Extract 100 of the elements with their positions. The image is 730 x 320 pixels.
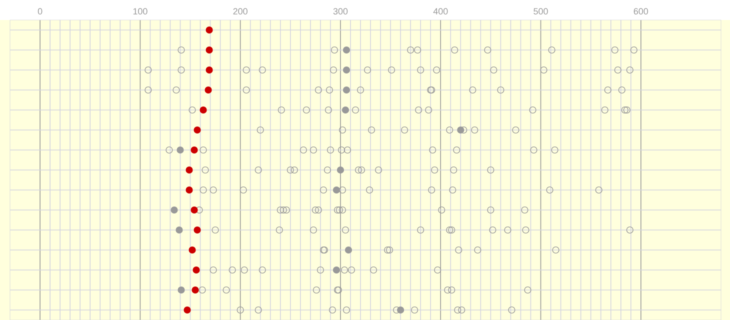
point <box>448 286 456 294</box>
point <box>433 66 440 74</box>
point <box>450 166 458 174</box>
point <box>200 146 207 154</box>
point <box>414 46 422 54</box>
point <box>312 286 320 294</box>
point <box>212 226 219 234</box>
point <box>342 46 350 54</box>
point <box>210 266 217 274</box>
point <box>192 266 200 274</box>
point <box>417 226 424 234</box>
point <box>342 66 350 74</box>
point <box>471 126 478 134</box>
point <box>489 226 496 234</box>
point <box>338 186 346 194</box>
point <box>529 106 536 114</box>
point <box>336 206 344 214</box>
point <box>186 166 193 174</box>
point <box>222 286 230 294</box>
point <box>144 66 152 74</box>
point <box>194 126 201 134</box>
point <box>614 66 622 74</box>
point <box>170 206 178 214</box>
point <box>254 166 262 174</box>
point <box>236 306 244 314</box>
point <box>172 86 180 94</box>
point <box>434 266 442 274</box>
point <box>540 66 548 74</box>
point <box>166 146 173 154</box>
point <box>352 106 360 114</box>
point <box>312 206 319 214</box>
point <box>552 246 560 254</box>
point <box>401 126 408 134</box>
point <box>618 86 626 94</box>
point <box>258 66 266 74</box>
point <box>370 266 378 274</box>
point <box>206 66 213 74</box>
point <box>310 146 317 154</box>
point <box>200 106 207 114</box>
point <box>176 146 184 154</box>
point <box>487 166 494 174</box>
point <box>411 306 418 314</box>
x-tick-label: 0 <box>38 8 42 14</box>
point <box>326 86 334 94</box>
point <box>328 306 336 314</box>
point <box>344 246 352 254</box>
point <box>334 206 342 214</box>
point <box>448 226 456 234</box>
point <box>407 46 414 54</box>
point <box>326 146 334 154</box>
point <box>336 166 344 174</box>
point <box>190 206 198 214</box>
point <box>338 146 346 154</box>
point <box>354 166 362 174</box>
point <box>342 306 350 314</box>
point <box>358 166 366 174</box>
point <box>210 186 217 194</box>
point <box>348 266 356 274</box>
point <box>368 126 376 134</box>
point <box>487 206 494 214</box>
point <box>330 66 338 74</box>
point <box>242 66 250 74</box>
point <box>342 226 350 234</box>
point <box>206 46 213 54</box>
point <box>186 186 193 194</box>
point <box>144 86 152 94</box>
x-tick-label: 100 <box>133 8 148 14</box>
point <box>188 246 196 254</box>
point <box>484 46 492 54</box>
point <box>316 266 324 274</box>
point <box>324 106 332 114</box>
point <box>302 106 310 114</box>
point <box>314 86 322 94</box>
point <box>522 226 530 234</box>
point <box>258 266 266 274</box>
point <box>276 206 284 214</box>
point <box>621 106 628 114</box>
point <box>504 226 512 234</box>
point <box>332 186 340 194</box>
point <box>202 166 209 174</box>
point <box>286 166 294 174</box>
x-tick-label: 200 <box>233 8 248 14</box>
point <box>176 226 183 234</box>
point <box>178 286 185 294</box>
point <box>623 106 630 114</box>
point <box>386 246 394 254</box>
point <box>530 146 538 154</box>
point <box>601 106 608 114</box>
point <box>546 186 554 194</box>
point <box>595 186 602 194</box>
point <box>429 146 436 154</box>
point <box>431 166 438 174</box>
point <box>446 126 454 134</box>
point <box>490 66 498 74</box>
point <box>630 46 638 54</box>
point <box>254 306 262 314</box>
point <box>200 186 207 194</box>
point <box>415 106 422 114</box>
point <box>190 146 198 154</box>
point <box>364 66 372 74</box>
